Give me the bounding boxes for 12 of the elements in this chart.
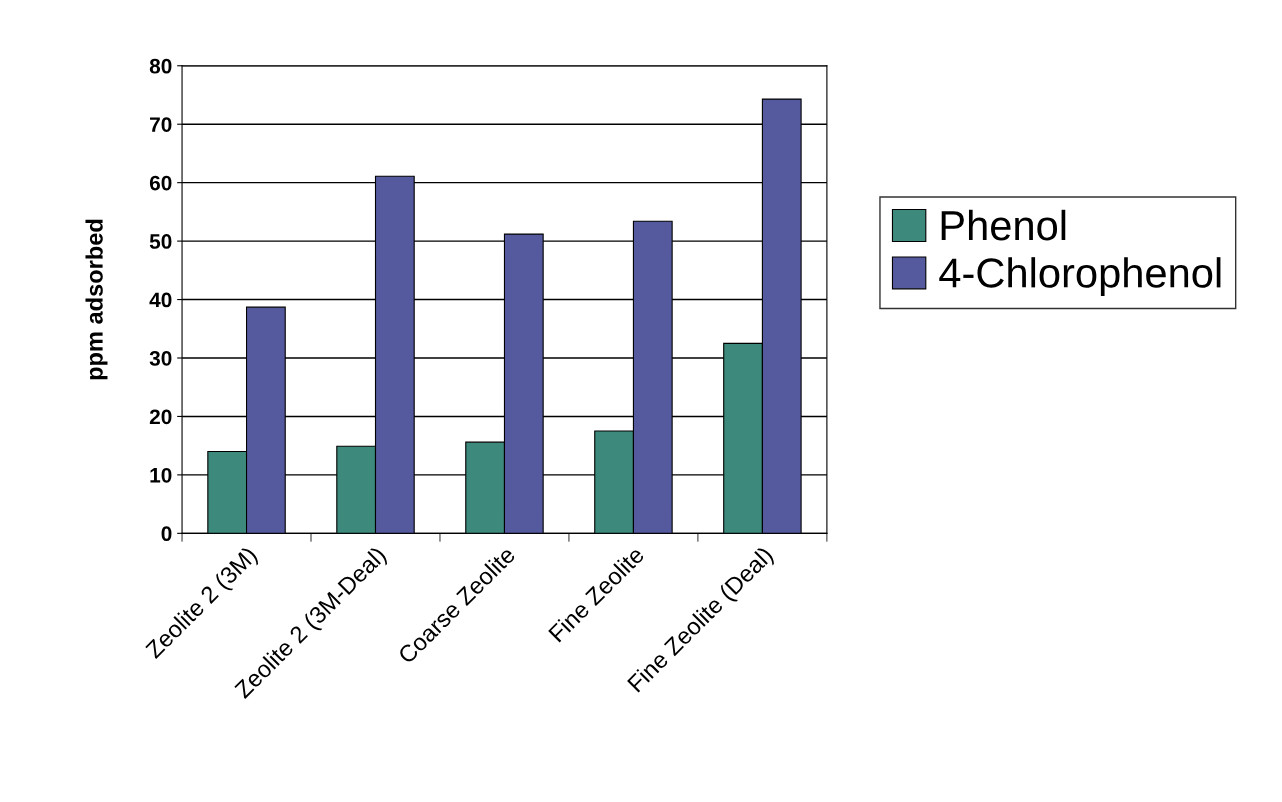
y-tick-label: 40 [149,292,172,308]
y-tick-label: 0 [161,526,172,542]
y-axis-title: ppm adsorbed [85,219,108,380]
legend-label: Phenol [941,209,1066,241]
y-tick-label: 80 [149,58,172,74]
y-tick-label: 50 [149,234,172,249]
legend-label: 4-Chlorophenol [939,257,1221,297]
y-tick-label: 20 [149,409,172,425]
y-tick-label: 30 [149,350,172,366]
y-tick-label: 60 [149,175,172,191]
y-tick-label: 10 [150,467,172,483]
y-tick-label: 70 [150,117,172,132]
